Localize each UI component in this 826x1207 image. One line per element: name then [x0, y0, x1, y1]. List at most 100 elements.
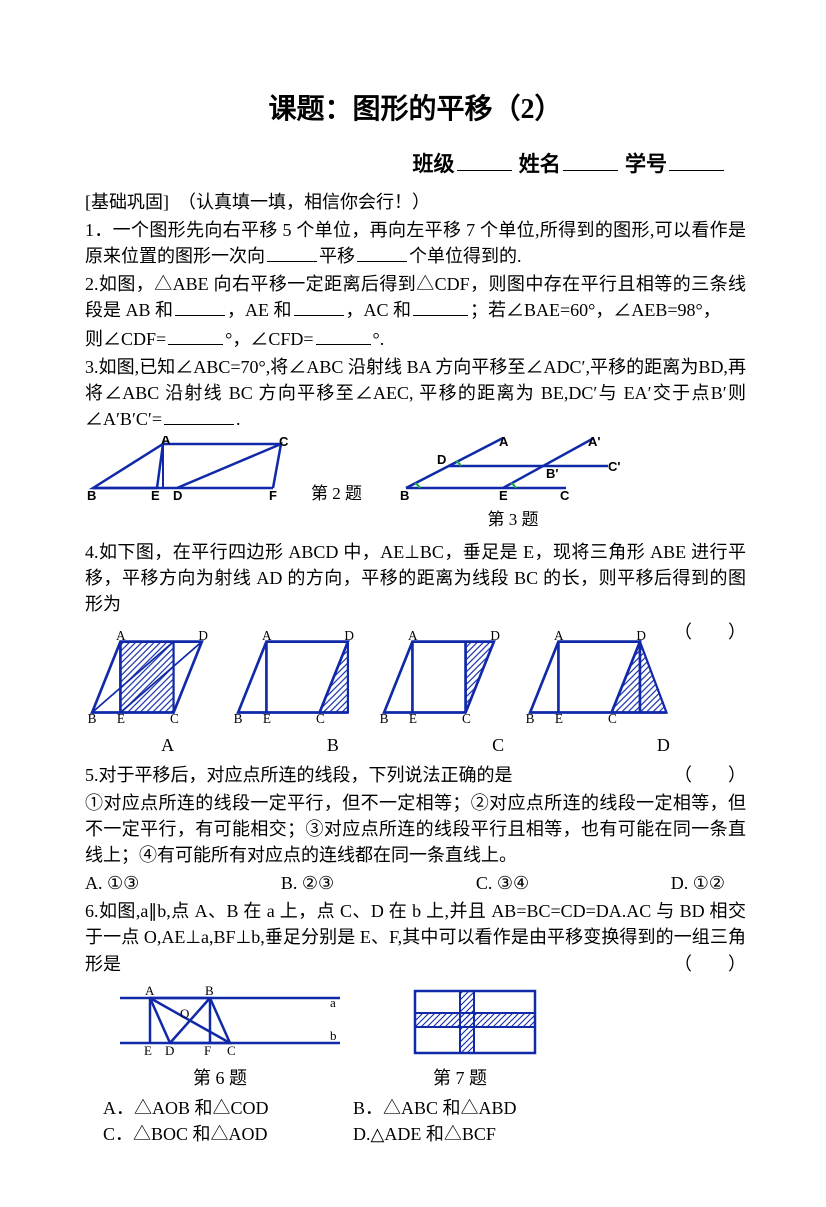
svg-text:C: C: [227, 1043, 236, 1058]
student-info-line: 班级 姓名 学号: [85, 149, 746, 179]
svg-text:E: E: [409, 711, 417, 726]
q4-fig-c: A D B E C: [377, 625, 523, 730]
q6-q7-captions: 第 6 题 第 7 题: [115, 1065, 746, 1091]
q6-paren: （ ）: [674, 951, 746, 977]
svg-text:A: A: [408, 628, 418, 643]
q3-caption: 第 3 题: [398, 508, 628, 533]
q2-f: °，∠CFD=: [225, 329, 313, 349]
svg-text:D: D: [437, 452, 446, 467]
svg-text:D: D: [173, 488, 182, 502]
q2-blank-2: [294, 298, 344, 316]
svg-text:a: a: [330, 995, 336, 1010]
q5-head-text: 5.对于平移后，对应点所连的线段，下列说法正确的是: [85, 765, 513, 785]
svg-text:B': B': [546, 466, 558, 481]
svg-text:b: b: [330, 1028, 337, 1043]
q2-blank-3: [413, 298, 468, 316]
svg-text:B: B: [400, 488, 409, 503]
svg-text:B: B: [205, 983, 214, 998]
q4-paren-span: （ ）: [674, 619, 746, 645]
name-label: 姓名: [519, 152, 561, 176]
svg-text:B: B: [526, 711, 535, 726]
svg-text:E: E: [151, 488, 160, 502]
q1-text: 1．一个图形先向右平移 5 个单位，再向左平移 7 个单位,所得到的图形,可以看…: [85, 217, 746, 269]
svg-text:E: E: [555, 711, 563, 726]
q3-b: .: [236, 409, 241, 429]
svg-text:B: B: [380, 711, 389, 726]
q4-fig-d: ADBEC: [523, 625, 674, 730]
q3-text: 3.如图,已知∠ABC=70°,将∠ABC 沿射线 BA 方向平移至∠ADC′,…: [85, 354, 746, 432]
q5-paren: （ ）: [674, 762, 746, 788]
svg-text:E: E: [117, 711, 125, 726]
q2-text-2: 则∠CDF= °，∠CFD= °.: [85, 326, 746, 352]
q2-caption: 第 2 题: [311, 482, 362, 507]
q4-label-c: C: [418, 732, 578, 758]
svg-text:A: A: [145, 983, 155, 998]
svg-text:C: C: [462, 711, 471, 726]
svg-text:F: F: [269, 488, 277, 502]
q6-text-span: 6.如图,a∥b,点 A、B 在 a 上，点 C、D 在 b 上,并且 AB=B…: [85, 901, 746, 973]
svg-text:B: B: [234, 711, 243, 726]
page-title: 课题：图形的平移（2）: [85, 90, 746, 131]
q7-caption: 第 7 题: [395, 1065, 525, 1091]
svg-text:C: C: [316, 711, 325, 726]
svg-text:C': C': [608, 459, 620, 474]
q2-c: ，AC 和: [346, 300, 412, 320]
q4-option-labels: A B C D: [85, 732, 746, 758]
name-blank: [563, 150, 618, 171]
q2-text: 2.如图，△ABE 向右平移一定距离后得到△CDF，则图中存在平行且相等的三条线…: [85, 271, 746, 323]
q5-opt-d: D. ①②: [671, 870, 725, 896]
svg-text:A: A: [262, 628, 272, 643]
q5-opt-c: C. ③④: [476, 870, 529, 896]
svg-text:C: C: [608, 711, 617, 726]
svg-text:F: F: [204, 1043, 211, 1058]
q2-blank-4: [168, 327, 223, 345]
class-blank: [457, 150, 512, 171]
q2-b: ，AE 和: [227, 300, 292, 320]
q2-g: °.: [373, 329, 385, 349]
svg-text:B: B: [88, 711, 97, 726]
q2-blank-5: [316, 327, 371, 345]
svg-text:A: A: [161, 436, 171, 447]
q4-fig-b: ADBEC: [231, 625, 377, 730]
q4-label-a: A: [88, 732, 248, 758]
svg-text:E: E: [499, 488, 508, 503]
q3-blank-1: [164, 407, 234, 425]
q4-text: 4.如下图，在平行四边形 ABCD 中，AE⊥BC，垂足是 E，现将三角形 AB…: [85, 539, 746, 617]
svg-text:C: C: [560, 488, 570, 503]
q4-figures: A D B E C A D B E C A D B E C: [85, 625, 674, 730]
q5-head: 5.对于平移后，对应点所连的线段，下列说法正确的是 （ ）: [85, 762, 746, 788]
q1-c: 个单位得到的.: [409, 246, 522, 266]
q6-opt-a: A．△AOB 和△COD: [103, 1095, 353, 1121]
q4-label-b: B: [253, 732, 413, 758]
q5-statements: ①对应点所连的线段一定平行，但不一定相等；②对应点所连的线段一定相等，但不一定平…: [85, 790, 746, 868]
q3-figure: A A' B E C D B' C' 第 3 题: [398, 436, 628, 533]
svg-text:A: A: [116, 628, 126, 643]
section-intro: [基础巩固] （认真填一填，相信你会行！）: [85, 189, 746, 215]
svg-text:D: D: [198, 628, 208, 643]
svg-text:B: B: [87, 488, 96, 502]
q4-label-d: D: [583, 732, 743, 758]
q5-opt-b: B. ②③: [281, 870, 334, 896]
q2-figure: A C B E D F: [85, 436, 295, 502]
svg-text:D: D: [165, 1043, 174, 1058]
q4-fig-a: A D B E C: [85, 625, 231, 730]
q6-opt-d: D.△ADE 和△BCF: [353, 1121, 496, 1147]
q1-blank-2: [357, 244, 407, 262]
q1-b: 平移: [319, 246, 355, 266]
q6-opt-c: C．△BOC 和△AOD: [103, 1121, 353, 1147]
q6-q7-figures: AB ED FC O ab: [115, 983, 746, 1063]
q2-e: 则∠CDF=: [85, 329, 166, 349]
svg-text:A: A: [554, 628, 564, 643]
svg-text:D: D: [491, 628, 501, 643]
q6-caption: 第 6 题: [115, 1065, 325, 1091]
q5-opt-a: A. ①③: [85, 870, 139, 896]
q1-blank-1: [267, 244, 317, 262]
svg-text:C: C: [279, 436, 289, 449]
class-label: 班级: [413, 152, 455, 176]
q2-d: ；若∠BAE=60°，∠AEB=98°，: [470, 300, 721, 320]
q6-opt-b: B．△ABC 和△ABD: [353, 1095, 517, 1121]
id-label: 学号: [625, 152, 667, 176]
svg-text:O: O: [180, 1006, 189, 1021]
svg-text:C: C: [170, 711, 179, 726]
svg-text:D: D: [345, 628, 355, 643]
